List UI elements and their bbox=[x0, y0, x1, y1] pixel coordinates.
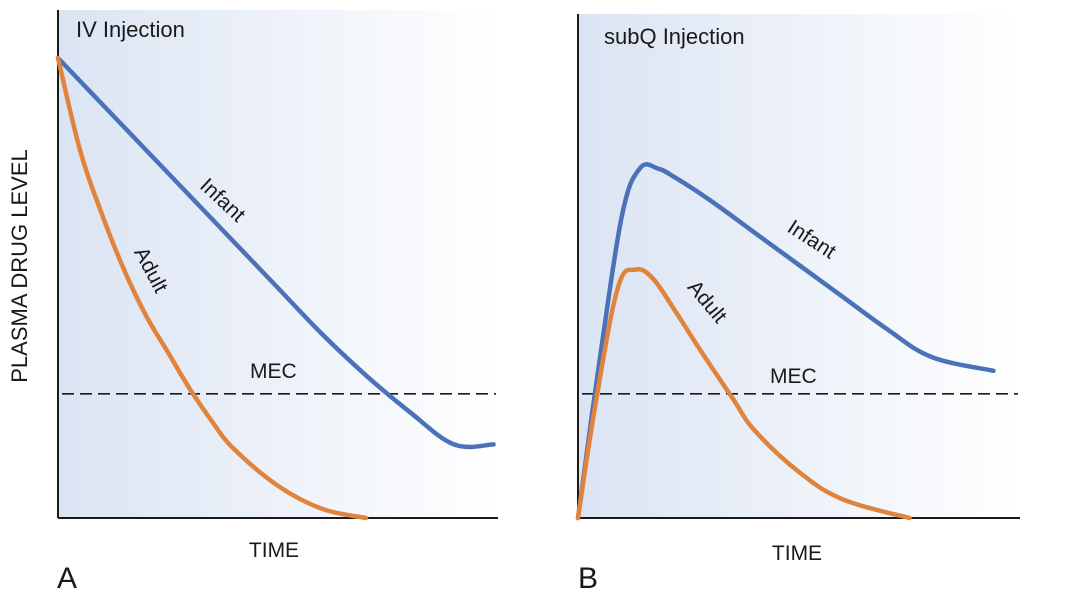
panel-b-title: subQ Injection bbox=[604, 24, 745, 49]
panel-a-letter: A bbox=[57, 562, 77, 595]
panel-a-mec-label: MEC bbox=[250, 360, 297, 383]
panel-a-x-axis-label: TIME bbox=[249, 539, 299, 562]
panel-a-title: IV Injection bbox=[76, 17, 185, 42]
panel-a: IV Injection MEC Infant Adult TIME A bbox=[55, 10, 498, 595]
panel-b-x-axis-label: TIME bbox=[772, 542, 822, 565]
panel-b-series-adult bbox=[575, 266, 912, 521]
panel-a-background bbox=[58, 10, 498, 518]
panel-b-series-infant bbox=[575, 162, 996, 521]
panel-b-mec-label: MEC bbox=[770, 365, 817, 388]
y-axis-label: PLASMA DRUG LEVEL bbox=[7, 149, 32, 383]
panel-a-series-infant bbox=[55, 55, 496, 450]
panel-b: subQ Injection MEC Infant Adult TIME B bbox=[575, 14, 1020, 595]
panel-a-series-adult bbox=[55, 55, 369, 521]
panel-b-letter: B bbox=[578, 562, 598, 595]
